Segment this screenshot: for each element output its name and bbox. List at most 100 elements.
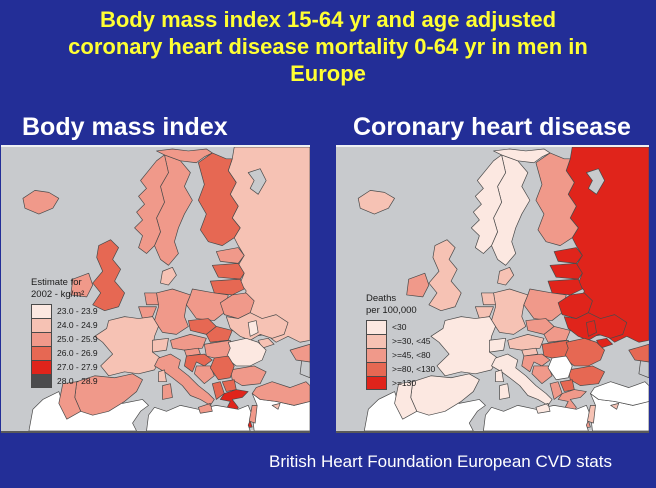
chd-legend-title: Deaths per 100,000	[366, 293, 417, 316]
legend-swatch	[366, 320, 387, 334]
legend-swatch	[366, 334, 387, 348]
legend-label: <30	[392, 322, 407, 332]
legend-swatch	[31, 304, 52, 318]
ireland-region	[406, 272, 430, 298]
croatia-region	[184, 353, 213, 373]
legend-item: 28.0 - 28.9	[31, 374, 98, 388]
ireland-region	[70, 272, 94, 298]
turkey-region	[251, 381, 310, 406]
slide-title-line: Europe	[290, 61, 366, 86]
iceland-region	[22, 190, 60, 215]
legend-item: 25.0 - 25.9	[31, 332, 98, 346]
uk-region	[92, 239, 125, 312]
austria-region	[507, 334, 545, 351]
finland-region	[535, 152, 579, 246]
legend-swatch	[31, 346, 52, 360]
serbia-region	[209, 355, 235, 381]
latvia-region	[211, 263, 245, 280]
romania-region	[225, 337, 267, 367]
slovenia-region	[521, 347, 539, 357]
italy-region	[154, 353, 215, 414]
serbia-region	[547, 355, 573, 381]
africa_e-region	[146, 405, 253, 431]
bmi-panel: Estimate for 2002 - kg/m² 23.0 - 23.9 24.…	[1, 145, 310, 433]
cyprus-region	[610, 403, 620, 410]
moldova-region	[247, 320, 259, 337]
corsica-region	[158, 369, 167, 383]
slide-title-line: Body mass index 15-64 yr and age adjuste…	[99, 7, 557, 32]
denmark-region	[497, 266, 515, 286]
portugal-region	[58, 381, 82, 420]
legend-label: >=130	[392, 378, 417, 388]
switzerland-region	[152, 337, 169, 353]
legend-item: >=30, <45	[366, 334, 435, 348]
chd-map	[336, 147, 649, 431]
germany-region	[154, 288, 191, 335]
belarus-region	[219, 292, 255, 319]
legend-label: 25.0 - 25.9	[57, 334, 98, 344]
legend-swatch	[366, 362, 387, 376]
legend-item: >=80, <130	[366, 362, 435, 376]
legend-item: 23.0 - 23.9	[31, 304, 98, 318]
slide-title-line: coronary heart disease mortality 0-64 yr…	[68, 34, 588, 59]
germany-region	[491, 288, 529, 335]
legend-label: >=80, <130	[392, 364, 436, 374]
legend-label: 23.0 - 23.9	[57, 306, 98, 316]
legend-swatch	[31, 360, 52, 374]
france-region	[430, 316, 498, 377]
legend-label: 26.0 - 26.9	[57, 348, 98, 358]
corsica-region	[495, 369, 504, 383]
netherlands-region	[144, 292, 159, 306]
legend-swatch	[31, 318, 52, 332]
legend-item: >=130	[366, 376, 435, 390]
denmark-region	[160, 266, 177, 286]
belarus-region	[557, 292, 593, 319]
estonia-region	[553, 247, 583, 264]
legend-label: 27.0 - 27.9	[57, 362, 98, 372]
slovakia-region	[205, 326, 233, 343]
caucasus-region	[628, 343, 649, 363]
caption: British Heart Foundation European CVD st…	[268, 452, 612, 471]
estonia-region	[215, 247, 245, 264]
whitesea-region	[586, 168, 605, 195]
bmi-legend-title: Estimate for 2002 - kg/m²	[31, 277, 85, 300]
legend-swatch	[31, 374, 52, 388]
legend-swatch	[31, 332, 52, 346]
israel-region	[587, 405, 596, 424]
africa_e-region	[483, 405, 591, 431]
bosnia-region	[194, 365, 215, 385]
lithuania-region	[547, 278, 583, 296]
uk-region	[428, 239, 462, 312]
legend-item: 27.0 - 27.9	[31, 360, 98, 374]
norway-region	[134, 148, 213, 254]
chd-legend: Deaths per 100,000 <30 >=30, <45 >=45, <80…	[366, 293, 435, 390]
bmi-legend: Estimate for 2002 - kg/m² 23.0 - 23.9 24.…	[31, 277, 98, 388]
legend-item: >=45, <80	[366, 348, 435, 362]
legend-label: >=30, <45	[392, 336, 431, 346]
bosnia-region	[531, 365, 553, 385]
norway-region	[470, 148, 551, 254]
finland-region	[198, 152, 241, 246]
romania-region	[563, 337, 605, 367]
italy-region	[491, 353, 553, 414]
legend-swatch	[366, 348, 387, 362]
iceland-region	[357, 190, 395, 215]
bmi-map	[1, 147, 310, 431]
portugal-region	[394, 381, 418, 420]
france-region	[94, 316, 161, 377]
legend-item: 24.0 - 24.9	[31, 318, 98, 332]
latvia-region	[549, 263, 583, 280]
turkey-region	[590, 381, 649, 406]
bmi-panel-title: Body mass index	[22, 113, 228, 141]
legend-item: 26.0 - 26.9	[31, 346, 98, 360]
chd-panel: Deaths per 100,000 <30 >=30, <45 >=45, <80…	[336, 145, 649, 433]
israel-region	[248, 405, 258, 424]
netherlands-region	[481, 292, 496, 306]
lithuania-region	[209, 278, 245, 296]
slovenia-region	[184, 347, 201, 357]
cyprus-region	[271, 403, 281, 410]
caucasus-region	[289, 343, 310, 363]
switzerland-region	[489, 337, 506, 353]
legend-item: <30	[366, 320, 435, 334]
